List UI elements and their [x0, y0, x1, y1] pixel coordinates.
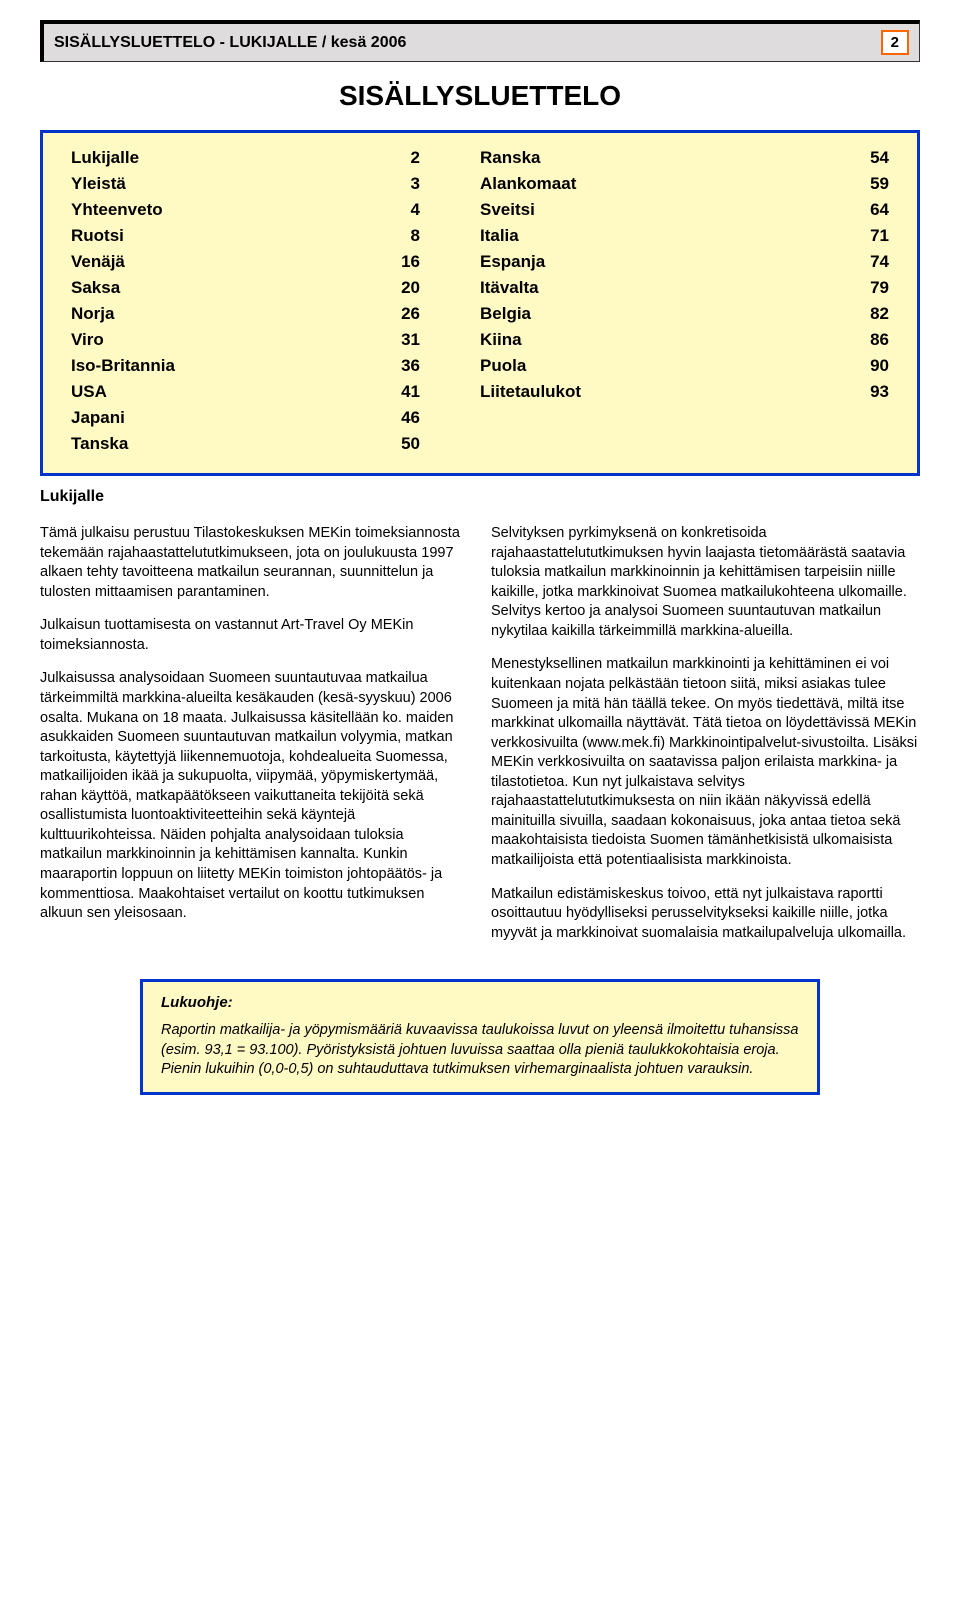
toc-page-num: 31	[376, 330, 480, 350]
toc-item: Yhteenveto 4	[71, 197, 480, 223]
toc-item: Alankomaat 59	[480, 171, 889, 197]
toc-label: USA	[71, 382, 115, 402]
toc-label: Viro	[71, 330, 112, 350]
toc-label: Puola	[480, 356, 534, 376]
toc-label: Japani	[71, 408, 133, 428]
main-title: SISÄLLYSLUETTELO	[40, 80, 920, 112]
toc-page-num: 16	[376, 252, 480, 272]
toc-item: Iso-Britannia 36	[71, 353, 480, 379]
toc-label: Ranska	[480, 148, 548, 168]
toc-item: Norja 26	[71, 301, 480, 327]
toc-item: Ruotsi 8	[71, 223, 480, 249]
toc-page-num: 4	[376, 200, 480, 220]
toc-item: Belgia 82	[480, 301, 889, 327]
toc-page-num: 82	[845, 304, 889, 324]
toc-label: Norja	[71, 304, 122, 324]
toc-item: Venäjä 16	[71, 249, 480, 275]
toc-label: Kiina	[480, 330, 530, 350]
body-columns: Tämä julkaisu perustuu Tilastokeskuksen …	[40, 524, 920, 957]
toc-page-num: 64	[845, 200, 889, 220]
toc-item: Italia 71	[480, 223, 889, 249]
toc-page-num: 74	[845, 252, 889, 272]
toc-left-column: Lukijalle 2 Yleistä 3 Yhteenveto 4 Ruotsi 8 Venä…	[71, 145, 480, 457]
body-paragraph: Matkailun edistämiskeskus toivoo, että n…	[491, 885, 920, 944]
toc-item: Saksa 20	[71, 275, 480, 301]
toc-item: Japani 46	[71, 405, 480, 431]
lukuohje-title: Lukuohje:	[161, 994, 799, 1011]
toc-label: Yhteenveto	[71, 200, 171, 220]
toc-item: Tanska 50	[71, 431, 480, 457]
toc-page-num: 86	[845, 330, 889, 350]
header-bar: SISÄLLYSLUETTELO - LUKIJALLE / kesä 2006…	[40, 20, 920, 62]
toc-page-num: 59	[845, 174, 889, 194]
body-paragraph: Selvityksen pyrkimyksenä on konkretisoid…	[491, 524, 920, 641]
toc-label: Venäjä	[71, 252, 133, 272]
toc-page-num: 50	[376, 434, 480, 454]
toc-page-num: 41	[376, 382, 480, 402]
lukuohje-body: Raportin matkailija- ja yöpymismääriä ku…	[161, 1021, 799, 1080]
toc-item: Yleistä 3	[71, 171, 480, 197]
toc-page-num: 8	[376, 226, 480, 246]
toc-page-num: 90	[845, 356, 889, 376]
toc-item: Sveitsi 64	[480, 197, 889, 223]
toc-label: Alankomaat	[480, 174, 584, 194]
page-container: SISÄLLYSLUETTELO - LUKIJALLE / kesä 2006…	[0, 0, 960, 1125]
body-left-column: Tämä julkaisu perustuu Tilastokeskuksen …	[40, 524, 469, 957]
toc-label: Belgia	[480, 304, 539, 324]
toc-item: USA 41	[71, 379, 480, 405]
header-title: SISÄLLYSLUETTELO - LUKIJALLE / kesä 2006	[54, 34, 406, 52]
toc-label: Espanja	[480, 252, 553, 272]
toc-page-num: 2	[376, 148, 480, 168]
lukuohje-box: Lukuohje: Raportin matkailija- ja yöpymi…	[140, 979, 820, 1095]
toc-label: Sveitsi	[480, 200, 543, 220]
toc-right-column: Ranska 54 Alankomaat 59 Sveitsi 64 Italia 71 Esp…	[480, 145, 889, 457]
toc-box: Lukijalle 2 Yleistä 3 Yhteenveto 4 Ruotsi 8 Venä…	[40, 130, 920, 476]
toc-label: Itävalta	[480, 278, 547, 298]
toc-item: Ranska 54	[480, 145, 889, 171]
body-paragraph: Menestyksellinen matkailun markkinointi …	[491, 655, 920, 870]
toc-page-num: 93	[845, 382, 889, 402]
body-right-column: Selvityksen pyrkimyksenä on konkretisoid…	[491, 524, 920, 957]
body-paragraph: Julkaisussa analysoidaan Suomeen suuntau…	[40, 669, 469, 923]
toc-label: Saksa	[71, 278, 128, 298]
toc-label: Lukijalle	[71, 148, 147, 168]
toc-label: Italia	[480, 226, 527, 246]
toc-item: Kiina 86	[480, 327, 889, 353]
toc-item: Viro 31	[71, 327, 480, 353]
toc-page-num: 71	[845, 226, 889, 246]
toc-page-num: 36	[376, 356, 480, 376]
toc-label: Yleistä	[71, 174, 134, 194]
toc-label: Ruotsi	[71, 226, 132, 246]
lukijalle-heading: Lukijalle	[40, 488, 920, 506]
toc-item: Puola 90	[480, 353, 889, 379]
body-paragraph: Julkaisun tuottamisesta on vastannut Art…	[40, 616, 469, 655]
toc-page-num: 54	[845, 148, 889, 168]
body-paragraph: Tämä julkaisu perustuu Tilastokeskuksen …	[40, 524, 469, 602]
toc-page-num: 26	[376, 304, 480, 324]
page-number: 2	[881, 30, 909, 55]
toc-page-num: 46	[376, 408, 480, 428]
toc-page-num: 79	[845, 278, 889, 298]
toc-label: Iso-Britannia	[71, 356, 183, 376]
toc-page-num: 3	[376, 174, 480, 194]
toc-label: Liitetaulukot	[480, 382, 589, 402]
toc-item: Lukijalle 2	[71, 145, 480, 171]
toc-item: Liitetaulukot 93	[480, 379, 889, 405]
toc-label: Tanska	[71, 434, 136, 454]
toc-page-num: 20	[376, 278, 480, 298]
toc-item: Itävalta 79	[480, 275, 889, 301]
toc-item: Espanja 74	[480, 249, 889, 275]
